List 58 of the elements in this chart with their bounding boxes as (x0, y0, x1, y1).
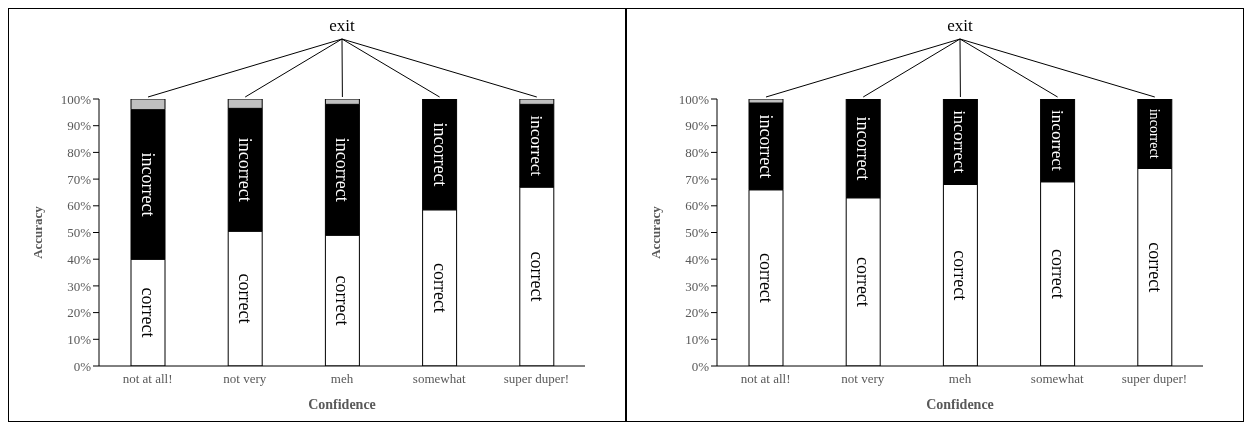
text: correct (429, 262, 450, 313)
text: incorrect (1048, 110, 1068, 171)
y-axis-title: Accuracy (647, 205, 663, 259)
series-label: correct (138, 287, 158, 338)
y-tick-label: 10% (685, 331, 710, 347)
text: incorrect (235, 137, 256, 202)
y-tick-label: 100% (60, 91, 92, 107)
text: correct (526, 251, 547, 302)
x-tick-label: not very (841, 371, 885, 387)
x-axis-title: Confidence (308, 397, 376, 412)
text: correct (853, 256, 874, 307)
y-tick-label: 0% (73, 358, 92, 374)
text: incorrect (527, 115, 547, 177)
y-tick-label: 40% (67, 251, 92, 267)
y-tick-label: 20% (685, 305, 710, 321)
text: incorrect (853, 116, 874, 181)
y-tick-label: 60% (67, 198, 92, 214)
x-tick-label: super duper! (503, 371, 570, 387)
y-tick-label: 50% (685, 225, 710, 241)
y-tick-label: 90% (685, 118, 710, 134)
series-label: incorrect (138, 152, 158, 217)
text: correct (950, 250, 971, 301)
text: incorrect (950, 110, 971, 174)
y-tick-label: 40% (685, 251, 710, 267)
x-tick-label: meh (948, 371, 972, 387)
text: incorrect (332, 137, 353, 202)
x-tick-label: meh (330, 371, 354, 387)
y-axis-title: Accuracy (29, 205, 45, 259)
y-tick-label: 80% (67, 145, 92, 161)
y-tick-label: 80% (685, 145, 710, 161)
x-tick-label: super duper! (1121, 371, 1188, 387)
y-tick-label: 70% (67, 171, 92, 187)
text: correct (1047, 248, 1068, 299)
y-tick-label: 90% (67, 118, 92, 134)
text: correct (235, 273, 256, 324)
x-tick-label: somewhat (1030, 371, 1084, 387)
text: incorrect (1146, 108, 1163, 159)
text: incorrect (429, 122, 450, 187)
text: exit (947, 16, 974, 35)
y-tick-label: 100% (678, 91, 710, 107)
x-tick-label: not at all! (740, 371, 791, 387)
text: exit (329, 16, 356, 35)
x-tick-label: not at all! (122, 371, 173, 387)
y-tick-label: 70% (685, 171, 710, 187)
y-tick-label: 30% (67, 278, 92, 294)
x-axis-title: Confidence (926, 397, 994, 412)
y-tick-label: 20% (67, 305, 92, 321)
text: correct (332, 275, 353, 326)
y-tick-label: 60% (685, 198, 710, 214)
text: correct (1144, 242, 1165, 293)
y-tick-label: 50% (67, 225, 92, 241)
y-tick-label: 30% (685, 278, 710, 294)
series-label: correct (756, 252, 776, 303)
x-tick-label: somewhat (412, 371, 466, 387)
series-label: incorrect (756, 114, 776, 179)
y-tick-label: 10% (67, 331, 92, 347)
x-tick-label: not very (223, 371, 267, 387)
y-tick-label: 0% (691, 358, 710, 374)
